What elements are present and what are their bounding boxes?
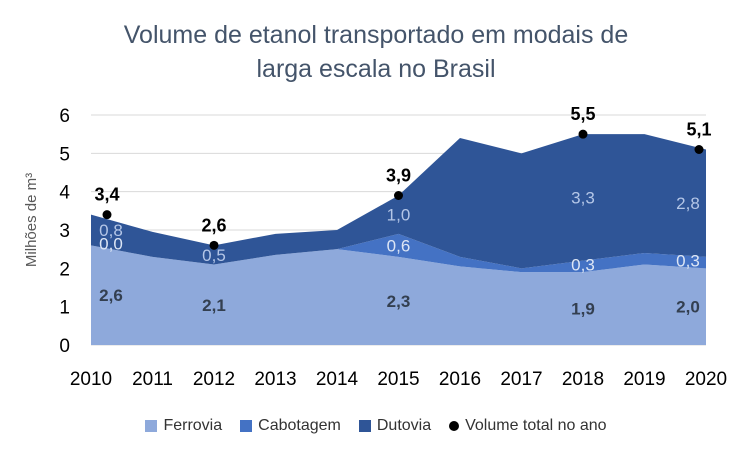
data-label-dutovia-2018: 3,3 xyxy=(571,188,595,207)
total-label-2015: 3,9 xyxy=(386,166,411,186)
x-tick-label-2013: 2013 xyxy=(254,369,296,390)
total-marker-2020 xyxy=(694,145,704,154)
total-marker-2015 xyxy=(394,191,403,200)
data-label-dutovia-2015: 1,0 xyxy=(387,206,411,225)
legend-label-dutovia: Dutovia xyxy=(376,417,432,434)
area-cabotagem xyxy=(91,233,706,273)
legend-marker-volume-total xyxy=(449,421,460,431)
legend-label-cabotagem: Cabotagem xyxy=(258,417,341,434)
x-tick-label-2017: 2017 xyxy=(500,369,542,390)
data-label-ferrovia-2020: 2,0 xyxy=(676,298,700,317)
data-label-dutovia-2010: 0,8 xyxy=(99,221,123,240)
data-label-ferrovia-2010: 2,6 xyxy=(99,286,123,305)
legend-item-volume-total: Volume total no ano xyxy=(449,417,607,435)
x-tick-label-2014: 2014 xyxy=(316,369,359,390)
data-label-ferrovia-2012: 2,1 xyxy=(202,296,226,315)
x-tick-label-2010: 2010 xyxy=(70,369,112,390)
data-label-dutovia-2020: 2,8 xyxy=(676,194,700,213)
total-label-2018: 5,5 xyxy=(570,104,595,124)
x-tick-label-2016: 2016 xyxy=(439,369,481,390)
area-chart: 0 1 2 3 4 5 6 2010 2011 2012 2013 2014 2015 2016 2017 2… xyxy=(23,104,727,390)
area-ferrovia xyxy=(91,245,706,345)
legend-label-volume-total: Volume total no ano xyxy=(465,417,607,434)
data-label-cabotagem-2018: 0,3 xyxy=(571,256,595,275)
data-label-ferrovia-2018: 1,9 xyxy=(571,300,595,319)
total-label-2020: 5,1 xyxy=(686,120,711,140)
data-label-cabotagem-2015: 0,6 xyxy=(387,236,411,255)
total-marker-2018 xyxy=(578,129,588,139)
total-label-2010: 3,4 xyxy=(94,185,119,205)
chart-title-line-2: larga escala no Brasil xyxy=(256,55,496,83)
area-dutovia xyxy=(91,134,706,269)
legend-swatch-dutovia xyxy=(358,420,371,432)
x-tick-label-2012: 2012 xyxy=(193,369,235,390)
total-label-2012: 2,6 xyxy=(201,215,226,235)
y-tick-label-5: 5 xyxy=(59,144,70,165)
data-label-ferrovia-2015: 2,3 xyxy=(387,292,411,311)
x-tick-label-2019: 2019 xyxy=(623,369,665,390)
y-tick-label-1: 1 xyxy=(59,298,70,319)
chart-legend: Ferrovia Cabotagem Dutovia Volume total … xyxy=(0,414,752,438)
y-tick-label-2: 2 xyxy=(59,259,70,280)
chart-title: Volume de etanol transportado em modais … xyxy=(0,18,752,86)
legend-item-ferrovia: Ferrovia xyxy=(145,417,222,435)
y-tick-label-3: 3 xyxy=(59,221,70,242)
total-marker-2012 xyxy=(209,240,219,250)
y-axis-label: Milhões de m³ xyxy=(23,173,40,267)
data-label-dutovia-2012: 0,5 xyxy=(202,246,226,265)
total-marker-2010 xyxy=(102,210,112,220)
legend-item-dutovia: Dutovia xyxy=(358,417,432,435)
legend-label-ferrovia: Ferrovia xyxy=(163,417,223,434)
x-tick-label-2011: 2011 xyxy=(132,369,173,390)
chart-title-line-1: Volume de etanol transportado em modais … xyxy=(123,21,629,49)
y-tick-label-0: 0 xyxy=(59,336,70,357)
x-tick-label-2018: 2018 xyxy=(562,369,604,390)
legend-swatch-cabotagem xyxy=(240,420,253,432)
x-tick-label-2015: 2015 xyxy=(377,369,419,390)
legend-swatch-ferrovia xyxy=(145,420,158,432)
data-label-cabotagem-2020: 0,3 xyxy=(676,252,700,271)
data-label-cabotagem-2010: 0,0 xyxy=(99,234,123,253)
x-tick-label-2020: 2020 xyxy=(685,369,727,390)
y-tick-label-4: 4 xyxy=(59,183,70,204)
y-tick-label-6: 6 xyxy=(59,106,70,127)
legend-item-cabotagem: Cabotagem xyxy=(240,417,341,435)
